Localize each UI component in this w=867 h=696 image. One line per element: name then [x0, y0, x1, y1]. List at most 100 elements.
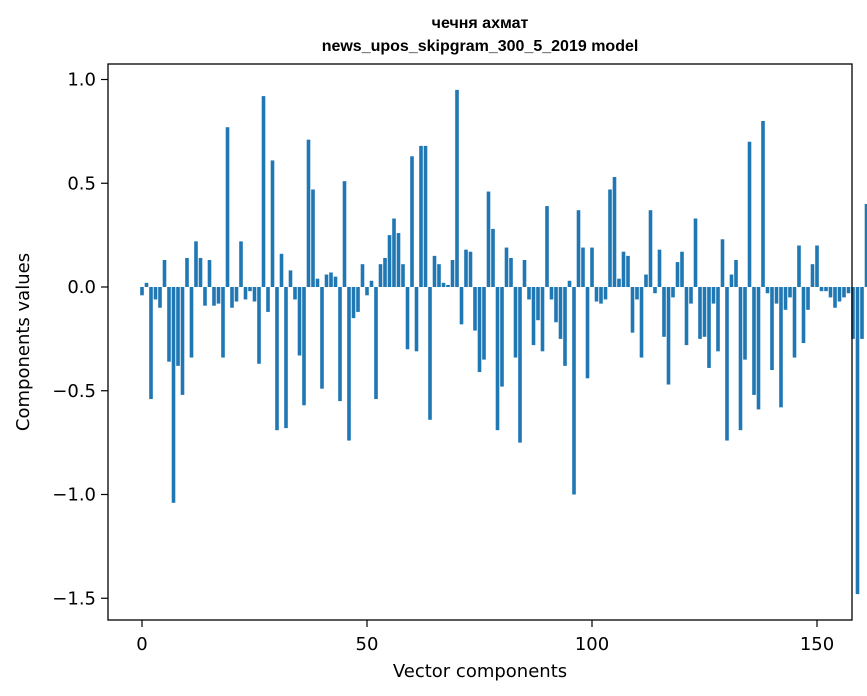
bar	[711, 287, 716, 304]
bar	[702, 287, 707, 337]
bar	[347, 287, 351, 441]
bar	[639, 287, 644, 358]
bar	[504, 247, 509, 287]
bar	[171, 287, 176, 503]
bar	[396, 233, 401, 287]
bar	[275, 287, 279, 431]
bar	[365, 287, 369, 296]
bar	[207, 260, 212, 287]
bar	[455, 89, 459, 288]
chart-subtitle: news_upos_skipgram_300_5_2019 model	[322, 38, 639, 55]
bar	[675, 262, 680, 287]
x-axis-ticks: 050100150200250300	[136, 620, 834, 655]
bar	[522, 260, 527, 287]
bar	[536, 287, 540, 321]
bar	[558, 287, 563, 339]
bar	[554, 287, 558, 323]
bar	[513, 287, 518, 358]
bar	[248, 287, 252, 292]
bar	[774, 287, 779, 304]
bar	[815, 245, 819, 287]
bar-series	[140, 89, 867, 595]
bar	[441, 282, 446, 287]
bar	[653, 287, 657, 294]
x-tick-label: 50	[356, 634, 379, 655]
bar	[770, 287, 774, 370]
bar	[788, 287, 792, 298]
bar	[486, 191, 491, 287]
bar	[599, 287, 603, 304]
bar	[572, 287, 576, 495]
bar	[428, 287, 432, 420]
bar	[234, 287, 239, 302]
bar	[437, 264, 441, 287]
bar	[216, 287, 221, 304]
bar	[468, 251, 473, 287]
bar	[581, 247, 585, 287]
bar	[567, 280, 572, 287]
bar	[302, 287, 306, 406]
bar	[693, 218, 698, 287]
y-tick-label: 1.0	[67, 70, 96, 91]
x-tick-label: 100	[575, 634, 609, 655]
bar	[527, 287, 531, 300]
bar	[374, 287, 378, 400]
bar	[657, 249, 662, 287]
bar	[162, 260, 167, 287]
bar	[410, 156, 414, 287]
bar	[801, 287, 806, 344]
bar	[185, 257, 189, 287]
bar	[477, 287, 482, 373]
bar	[176, 287, 180, 366]
bar	[198, 257, 203, 287]
bar	[432, 255, 437, 288]
bar	[761, 121, 765, 287]
bar	[725, 287, 729, 441]
bar	[621, 251, 626, 287]
bar	[284, 287, 288, 429]
plot-frame	[107, 63, 853, 621]
bar	[734, 260, 738, 287]
bar	[239, 241, 243, 287]
bar	[855, 287, 860, 595]
bar	[819, 287, 824, 292]
bar	[828, 287, 833, 298]
bar	[644, 274, 648, 287]
bar	[180, 287, 185, 395]
bar	[491, 228, 495, 287]
bar	[842, 287, 846, 298]
bar	[405, 287, 410, 350]
bar	[230, 287, 234, 308]
bar	[279, 253, 284, 287]
bar	[716, 287, 720, 352]
bar	[482, 287, 486, 360]
bar	[338, 287, 342, 402]
chart-title: чечня ахмат	[432, 15, 529, 32]
bar	[680, 251, 684, 287]
bar	[194, 241, 198, 287]
bar	[590, 247, 594, 287]
bar	[837, 287, 842, 302]
bar	[212, 287, 216, 306]
bar	[288, 270, 293, 287]
bar	[266, 287, 270, 312]
bar	[153, 287, 158, 300]
bar	[563, 287, 567, 366]
bar	[401, 264, 405, 287]
bar	[270, 160, 275, 287]
bar	[864, 204, 867, 287]
y-axis-ticks: −1.5 −1.0 −0.5 0.0 0.5 1.0	[52, 70, 108, 609]
bar	[729, 274, 734, 287]
bar	[662, 287, 666, 337]
bar	[203, 287, 207, 306]
bar	[698, 287, 702, 339]
bar	[500, 287, 504, 387]
bar	[311, 189, 315, 287]
bar	[293, 287, 297, 300]
bar	[360, 264, 365, 287]
bar	[450, 260, 455, 287]
bar	[243, 287, 248, 300]
y-tick-label: 0.0	[67, 277, 96, 298]
bar	[423, 145, 428, 287]
